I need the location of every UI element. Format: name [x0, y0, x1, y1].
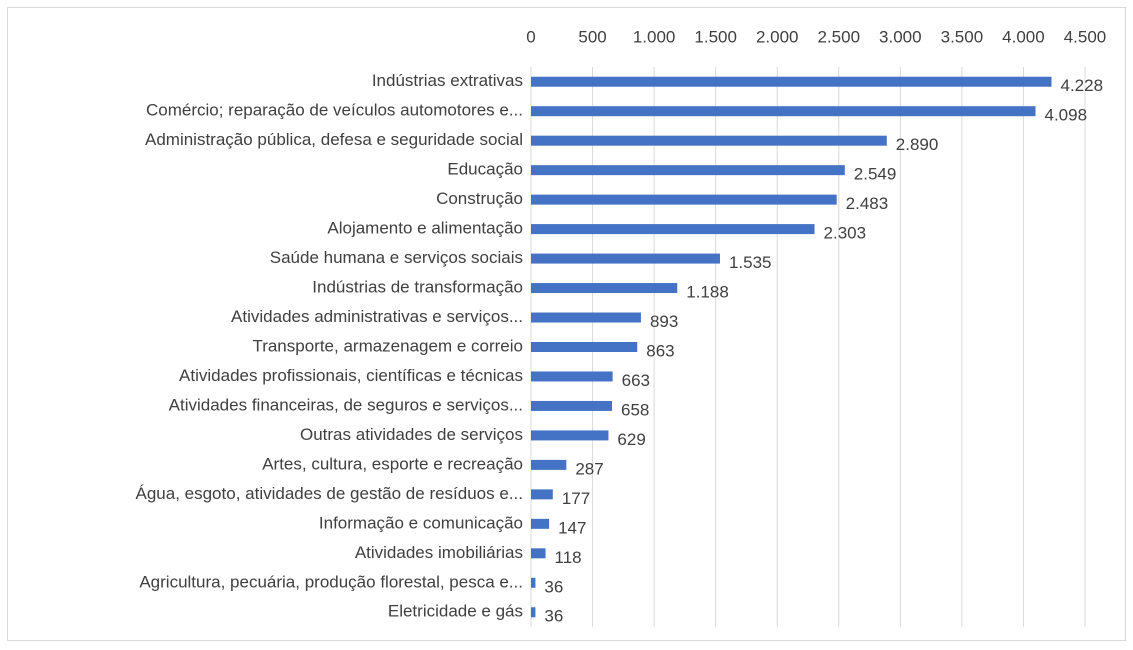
- value-label: 287: [575, 459, 603, 478]
- bar: [531, 135, 887, 146]
- x-tick-label: 3.500: [941, 27, 984, 46]
- bar: [531, 607, 536, 618]
- value-label: 2.303: [824, 224, 867, 243]
- bar: [531, 400, 613, 411]
- bar: [531, 253, 720, 264]
- value-label: 36: [544, 607, 563, 626]
- bar: [531, 283, 678, 294]
- y-tick-label: Informação e comunicação: [319, 513, 523, 532]
- bar: [531, 224, 815, 235]
- x-tick-label: 3.000: [879, 27, 922, 46]
- value-label: 893: [650, 312, 678, 331]
- bar: [531, 194, 837, 205]
- y-tick-label: Indústrias extrativas: [372, 71, 523, 90]
- value-label: 118: [555, 548, 582, 567]
- y-tick-label: Indústrias de transformação: [312, 278, 523, 297]
- bar: [531, 371, 613, 382]
- value-label: 1.188: [686, 283, 729, 302]
- value-label: 863: [646, 341, 674, 360]
- bar: [531, 518, 550, 529]
- bar: [531, 489, 553, 500]
- value-label: 658: [621, 400, 649, 419]
- x-tick-label: 1.000: [633, 27, 676, 46]
- bar: [531, 577, 536, 588]
- y-tick-label: Comércio; reparação de veículos automoto…: [146, 101, 523, 120]
- value-label: 36: [544, 577, 563, 596]
- value-label: 1.535: [729, 253, 772, 272]
- x-tick-label: 500: [578, 27, 606, 46]
- value-label: 2.549: [854, 165, 897, 184]
- y-tick-label: Educação: [447, 160, 523, 179]
- y-tick-label: Saúde humana e serviços sociais: [270, 248, 523, 267]
- value-label: 629: [617, 430, 645, 449]
- y-tick-label: Eletricidade e gás: [388, 602, 523, 621]
- bar: [531, 430, 609, 441]
- x-tick-label: 2.000: [756, 27, 799, 46]
- y-tick-label: Atividades administrativas e serviços...: [231, 307, 523, 326]
- y-tick-label: Construção: [436, 189, 523, 208]
- bar: [531, 459, 567, 470]
- value-label: 147: [558, 518, 586, 537]
- y-tick-label: Atividades imobiliárias: [355, 543, 523, 562]
- bar: [531, 548, 546, 559]
- bar: [531, 76, 1052, 87]
- y-tick-label: Agricultura, pecuária, produção floresta…: [139, 572, 523, 591]
- x-tick-label: 0: [526, 27, 535, 46]
- value-label: 4.228: [1061, 76, 1104, 95]
- y-tick-label: Outras atividades de serviços: [300, 425, 523, 444]
- value-label: 177: [562, 489, 590, 508]
- bar: [531, 342, 638, 352]
- bar: [531, 106, 1036, 117]
- y-tick-label: Alojamento e alimentação: [327, 219, 523, 238]
- y-tick-label: Transporte, armazenagem e correio: [252, 336, 523, 355]
- y-tick-label: Água, esgoto, atividades de gestão de re…: [136, 484, 524, 503]
- value-label: 4.098: [1045, 106, 1088, 125]
- value-label: 663: [622, 371, 650, 390]
- x-tick-label: 4.000: [1002, 27, 1045, 46]
- x-tick-label: 2.500: [818, 27, 861, 46]
- y-tick-label: Atividades financeiras, de seguros e ser…: [169, 395, 523, 414]
- x-tick-label: 1.500: [694, 27, 737, 46]
- value-label: 2.483: [846, 194, 889, 213]
- y-tick-label: Administração pública, defesa e segurida…: [145, 130, 523, 149]
- bar: [531, 312, 641, 323]
- y-tick-label: Artes, cultura, esporte e recreação: [262, 454, 523, 473]
- x-tick-label: 4.500: [1064, 27, 1107, 46]
- bar: [531, 165, 845, 176]
- y-tick-label: Atividades profissionais, científicas e …: [179, 366, 523, 385]
- value-label: 2.890: [896, 135, 939, 154]
